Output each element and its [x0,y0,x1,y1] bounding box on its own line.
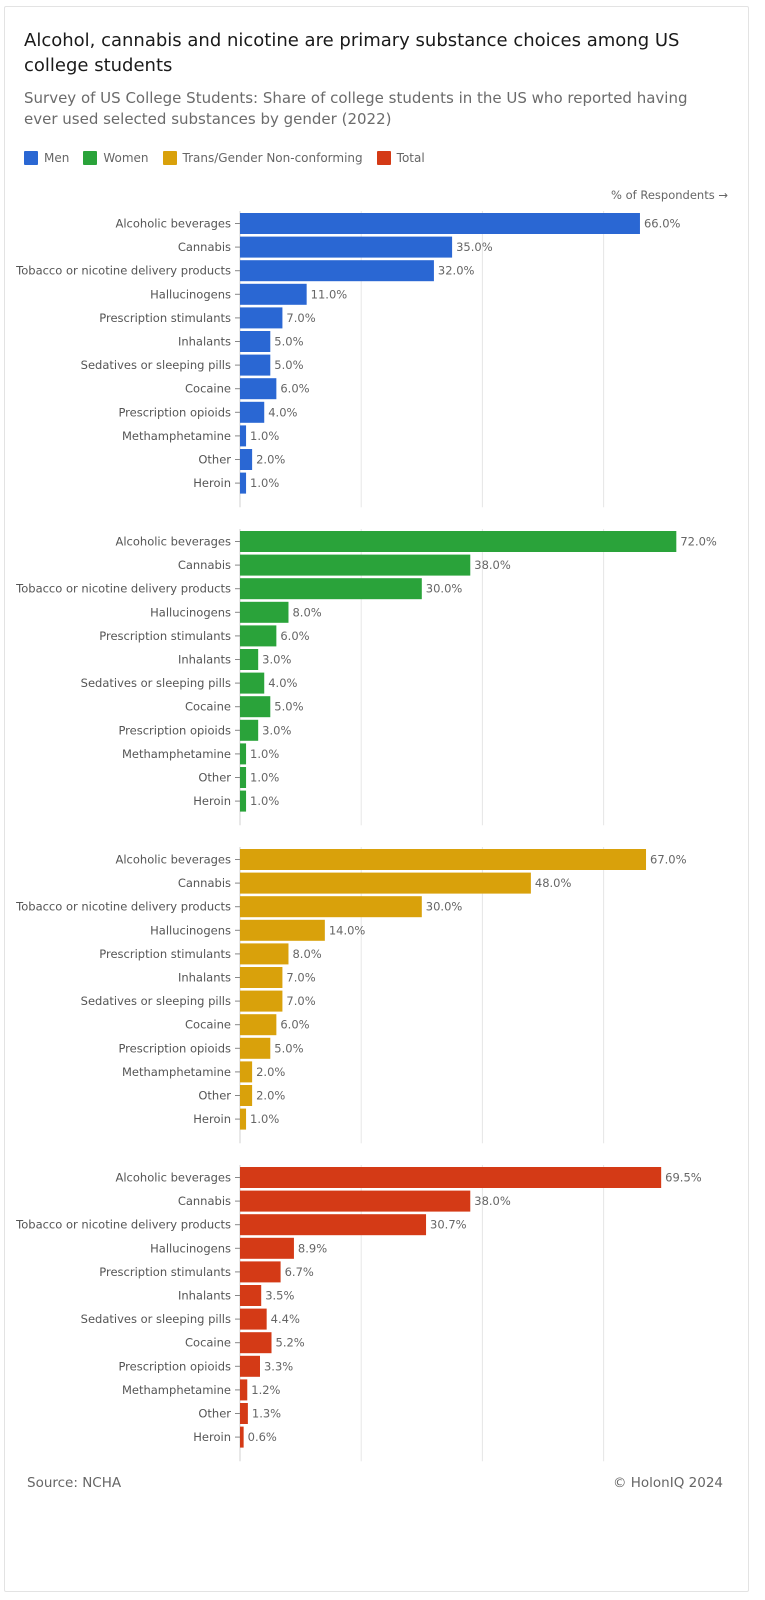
legend-label-men: Men [44,151,70,165]
legend-swatch-men [24,151,38,165]
chart-subtitle: Survey of US College Students: Share of … [24,89,688,128]
legend-swatch-total [376,151,391,165]
legend-item-women[interactable]: Women [83,151,149,165]
legend-label-trans: Trans/Gender Non-conforming [182,151,363,165]
legend-item-trans[interactable]: Trans/Gender Non-conforming [162,151,363,165]
copyright-note: © HolonIQ 2024 [612,1475,723,1491]
axis-unit-label: % of Respondents → [611,188,728,202]
legend-label-total: Total [396,151,425,165]
source-note: Source: NCHA [27,1475,122,1491]
chart-card [4,6,749,1592]
legend: Men Women Trans/Gender Non-conforming To… [24,151,425,165]
chart-title: Alcohol, cannabis and nicotine are prima… [24,30,680,76]
legend-label-women: Women [103,151,149,165]
legend-swatch-trans [162,151,177,165]
legend-item-total[interactable]: Total [376,151,425,165]
legend-item-men[interactable]: Men [24,151,69,165]
legend-swatch-women [83,151,98,165]
